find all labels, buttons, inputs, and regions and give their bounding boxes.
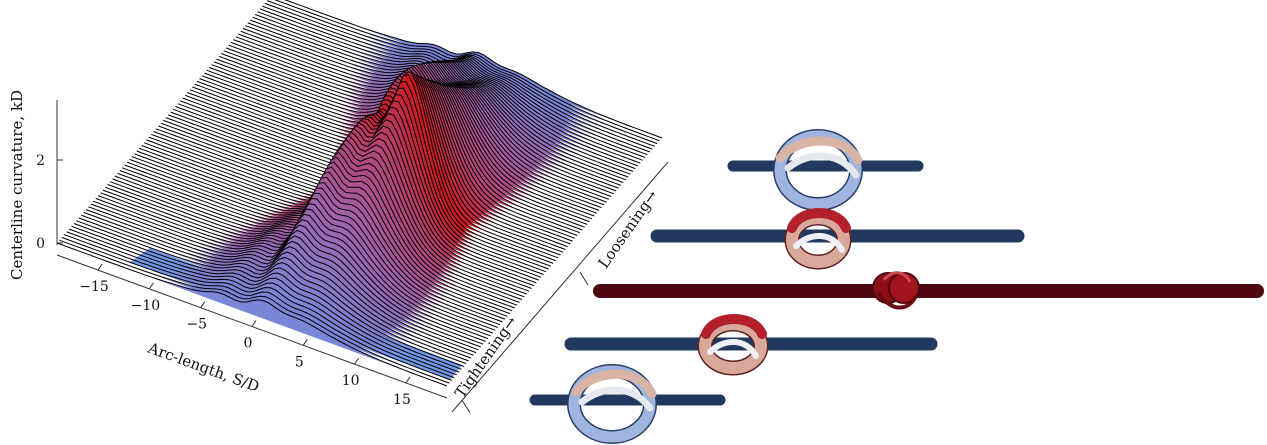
tick-tightening [461,399,471,414]
knot-partial-lower [564,314,938,376]
profile-line-3 [64,234,455,379]
x-tick-mark-0 [97,263,103,271]
profile-line-1 [59,239,450,384]
z-tick-2: 2 [36,153,45,169]
x-tick-3: 0 [244,336,253,352]
x-tick-5: 10 [342,373,360,389]
profile-line-0 [56,242,448,387]
z-tick-0: 0 [36,236,45,252]
knot-loose-top [727,129,924,211]
y-axis-label: Centerline curvature, kD [8,90,26,280]
x-tick-mark-2 [200,301,206,308]
loading-axis-line [451,161,669,413]
knot-loose-bottom [529,364,726,444]
profile-line-89 [284,0,663,139]
knot-panel [529,129,1264,444]
knot-tight [593,271,1264,310]
profile-line-5 [68,228,460,373]
profile-line-4 [66,231,457,376]
loosening-label: Loosening→ [594,186,661,271]
x-tick-mark-5 [354,357,360,365]
x-tick-4: 5 [295,354,304,370]
profile-line-8 [76,220,467,365]
x-tick-2: −5 [186,317,207,333]
tightening-label: Tightening→ [451,313,521,402]
profile-line-10 [81,214,472,359]
x-tick-mark-6 [405,376,411,384]
profile-line-11 [83,211,474,356]
profile-fill-88 [275,0,660,141]
profile-line-7 [73,223,465,367]
knot-partial-upper [650,208,1025,270]
tick-loosening [579,271,589,286]
profile-line-13 [88,206,479,351]
x-tick-0: −15 [79,279,109,295]
profile-line-87 [267,0,658,145]
x-tick-mark-4 [302,339,308,346]
x-tick-mark-1 [148,282,154,290]
profile-line-14 [90,203,481,348]
profile-line-12 [85,209,477,354]
curvature-profiles [56,0,663,387]
x-tick-6: 15 [393,392,411,408]
profile-line-2 [61,236,452,381]
profile-line-9 [78,217,469,362]
waterfall-plot: 0 2 Centerline curvature, kD −15 −10 −5 0 5 1… [8,0,669,414]
x-tick-mark-3 [251,320,257,327]
profile-line-88 [274,0,660,142]
profile-fill-0 [57,243,447,386]
profile-line-6 [71,225,462,370]
x-ticks: −15 −10 −5 0 5 10 15 [79,263,411,408]
x-tick-1: −10 [131,298,161,314]
